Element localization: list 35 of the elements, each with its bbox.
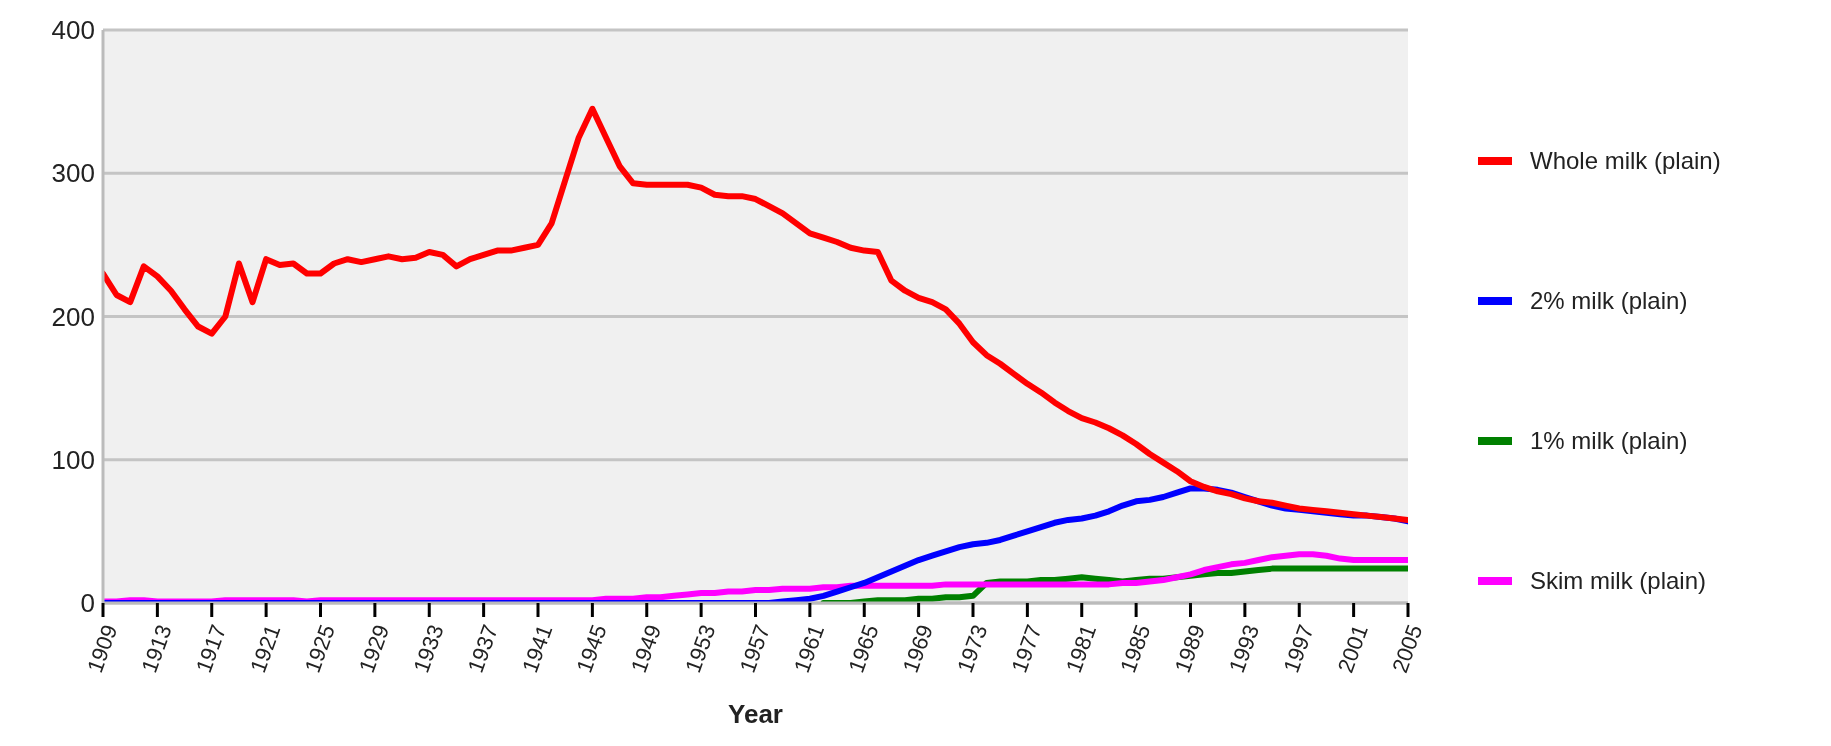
- x-tick-label: 1989: [1169, 621, 1210, 677]
- legend-label: Whole milk (plain): [1530, 146, 1721, 175]
- y-tick-label: 300: [51, 158, 95, 189]
- x-tick-label: 1965: [843, 621, 884, 677]
- legend-label: 1% milk (plain): [1530, 426, 1688, 455]
- x-tick-label: 1913: [136, 621, 177, 677]
- x-tick-label: 1973: [952, 621, 993, 677]
- x-tick-label: 1985: [1115, 621, 1156, 677]
- x-tick-label: 1933: [408, 621, 449, 677]
- x-tick-label: 1941: [517, 621, 558, 677]
- x-tick-label: 1937: [462, 621, 503, 677]
- x-tick-label: 1993: [1224, 621, 1265, 677]
- legend-label: 2% milk (plain): [1530, 286, 1688, 315]
- x-tick-label: 1981: [1060, 621, 1102, 677]
- legend-label: Skim milk (plain): [1530, 566, 1707, 595]
- x-tick-label: 1977: [1006, 621, 1047, 677]
- x-tick-label: 1961: [789, 621, 830, 677]
- x-tick-label: 1953: [680, 621, 721, 677]
- x-tick-label: 1925: [299, 621, 340, 677]
- x-tick-label: 1909: [82, 621, 123, 677]
- y-tick-label: 400: [51, 15, 95, 46]
- x-tick-label: 1929: [354, 621, 395, 677]
- x-tick-label: 1945: [571, 621, 612, 677]
- y-tick-label: 200: [51, 301, 95, 332]
- x-tick-label: 2001: [1332, 621, 1373, 677]
- x-tick-label: 1957: [734, 621, 775, 677]
- x-tick-label: 1917: [190, 621, 232, 677]
- x-tick-label: 1949: [625, 621, 667, 677]
- x-tick-label: 1921: [245, 621, 286, 677]
- x-axis-title: Year: [728, 699, 783, 729]
- x-tick-label: 1997: [1278, 621, 1319, 677]
- x-tick-label: 1969: [897, 621, 938, 677]
- x-tick-label: 2005: [1387, 621, 1428, 677]
- y-tick-label: 0: [80, 588, 95, 619]
- y-tick-label: 100: [51, 444, 95, 475]
